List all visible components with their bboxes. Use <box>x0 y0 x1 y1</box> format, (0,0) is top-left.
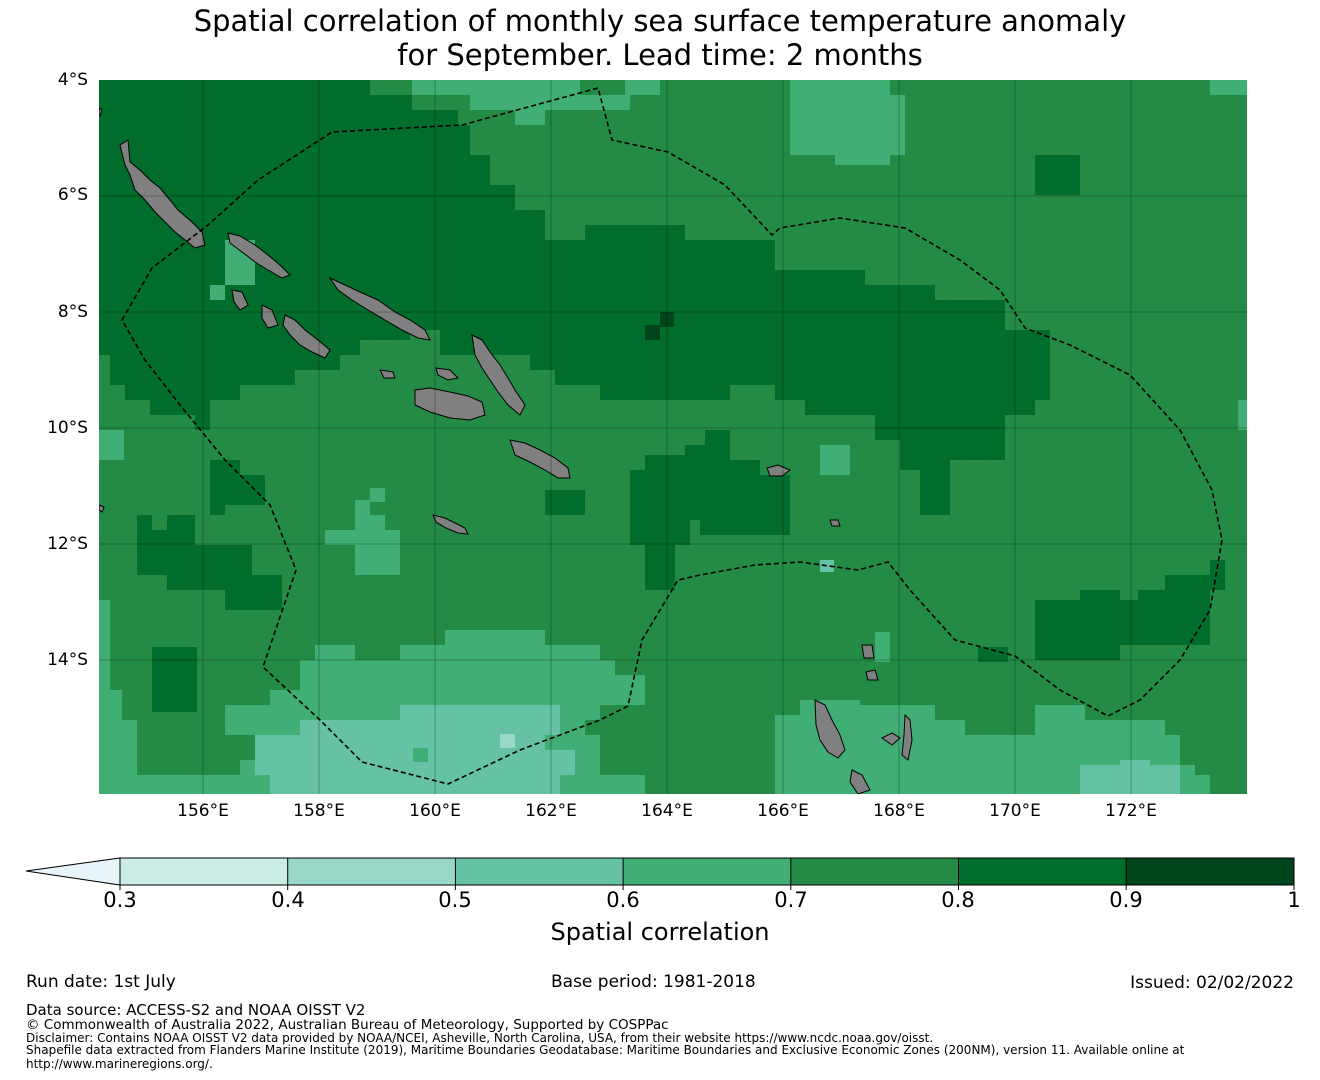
colorbar-tick-0: 0.3 <box>103 888 137 912</box>
lon-label-166e: 166°E <box>757 801 809 821</box>
lon-label-170e: 170°E <box>989 801 1041 821</box>
land-solomon-islands <box>99 107 913 794</box>
graticule <box>99 80 1247 794</box>
field-high-south-central <box>630 430 790 590</box>
field-high-west <box>210 460 265 515</box>
colorbar-tick-3: 0.6 <box>606 888 640 912</box>
lon-label-168e: 168°E <box>873 801 925 821</box>
field-high-small <box>152 647 197 712</box>
lat-label-14s: 14°S <box>47 650 88 670</box>
field-low-southeast <box>1080 760 1180 794</box>
lat-label-6s: 6°S <box>57 185 88 205</box>
shapefile-url: http://www.marineregions.org/. <box>26 1057 213 1071</box>
copyright: © Commonwealth of Australia 2022, Austra… <box>26 1017 669 1033</box>
field-high-east <box>1035 560 1225 660</box>
colorbar-title: Spatial correlation <box>550 918 770 946</box>
lat-label-4s: 4°S <box>57 70 88 90</box>
eez-boundary <box>121 87 1223 785</box>
colorbar-tick-2: 0.5 <box>438 888 472 912</box>
field-mid-north <box>412 80 660 125</box>
field-high-ne <box>1035 155 1080 195</box>
data-source: Data source: ACCESS-S2 and NOAA OISST V2 <box>26 1001 366 1019</box>
lon-label-164e: 164°E <box>641 801 693 821</box>
lon-label-160e: 160°E <box>409 801 461 821</box>
colorbar-tick-1: 0.4 <box>271 888 305 912</box>
run-date: Run date: 1st July <box>26 972 176 992</box>
field-mid-central <box>325 500 400 575</box>
lat-label-8s: 8°S <box>57 302 88 322</box>
issued-date: Issued: 02/02/2022 <box>1130 973 1294 993</box>
colorbar-tick-7: 1 <box>1287 888 1301 912</box>
colorbar-tick-6: 0.9 <box>1109 888 1143 912</box>
title-line-2: for September. Lead time: 2 months <box>397 38 923 72</box>
disclaimer: Disclaimer: Contains NOAA OISST V2 data … <box>26 1031 934 1045</box>
lat-label-12s: 12°S <box>47 534 88 554</box>
lon-label-162e: 162°E <box>525 801 577 821</box>
base-period: Base period: 1981-2018 <box>551 972 756 992</box>
lat-label-10s: 10°S <box>47 418 88 438</box>
field-high-west-2 <box>137 515 282 610</box>
title-line-1: Spatial correlation of monthly sea surfa… <box>193 4 1127 38</box>
lon-label-158e: 158°E <box>293 801 345 821</box>
lon-label-172e: 172°E <box>1105 801 1157 821</box>
lon-label-156e: 156°E <box>177 801 229 821</box>
field-high-northwest <box>99 80 1050 515</box>
chart-title: Spatial correlation of monthly sea surfa… <box>0 4 1320 72</box>
field-mid-north-2 <box>790 80 905 165</box>
colorbar-tick-4: 0.7 <box>774 888 808 912</box>
colorbar-tick-5: 0.8 <box>941 888 975 912</box>
shapefile-credit: Shapefile data extracted from Flanders M… <box>26 1043 1185 1057</box>
